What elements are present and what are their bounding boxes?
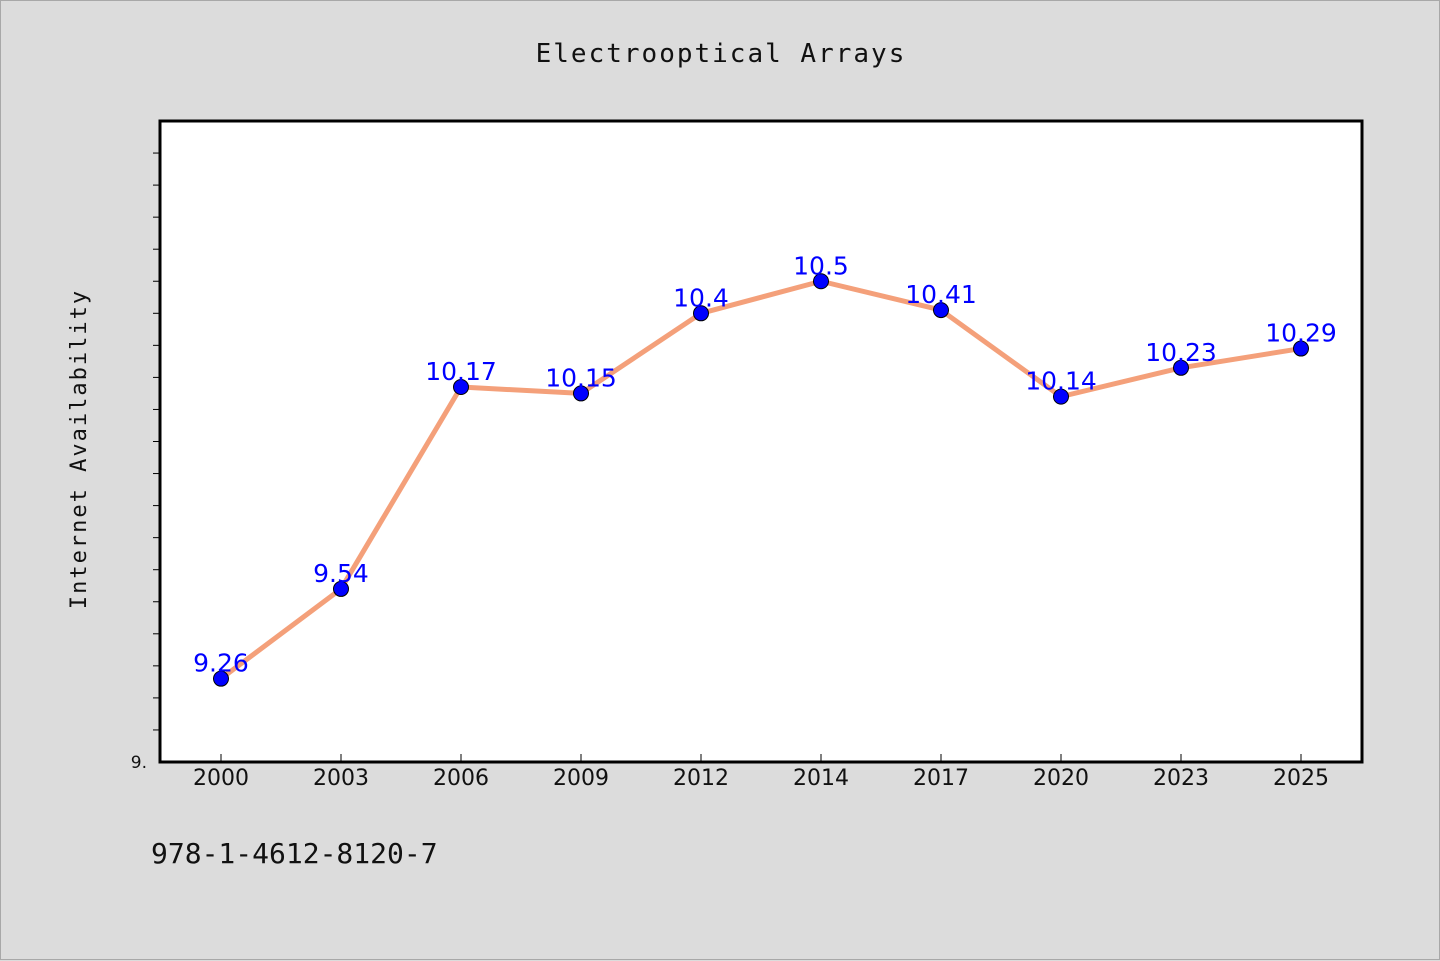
x-tick-label: 2006 — [433, 766, 489, 791]
data-label: 10.23 — [1145, 338, 1217, 367]
data-label: 10.29 — [1265, 319, 1337, 348]
data-label: 9.26 — [193, 649, 249, 678]
data-point — [453, 379, 469, 396]
data-point — [333, 580, 349, 597]
data-point — [1053, 388, 1069, 405]
y-axis-label: Internet Availability — [67, 289, 92, 609]
data-label: 10.41 — [905, 280, 977, 309]
x-tick-label: 2017 — [913, 766, 969, 791]
y-tick-label: 9. — [131, 753, 147, 773]
data-label: 10.17 — [425, 357, 497, 386]
data-point — [693, 305, 709, 322]
chart-title: Electrooptical Arrays — [536, 39, 907, 69]
x-tick-label: 2000 — [193, 766, 249, 791]
data-point — [1293, 340, 1309, 357]
series-line — [218, 278, 1304, 682]
x-tick-label: 2023 — [1153, 766, 1209, 791]
data-point — [213, 670, 229, 687]
x-tick-label: 2003 — [313, 766, 369, 791]
series-layer — [213, 273, 1309, 687]
y-axis-ticks: 9. — [131, 152, 160, 773]
x-tick-label: 2020 — [1033, 766, 1089, 791]
data-label: 10.15 — [545, 363, 617, 392]
x-axis-ticks: 2000 2003 2006 2009 2012 2014 2017 2020 2023 2025 — [193, 754, 1329, 791]
x-tick-label: 2025 — [1273, 766, 1329, 791]
data-label: 9.54 — [313, 559, 369, 588]
x-tick-label: 2014 — [793, 766, 849, 791]
data-point — [573, 385, 589, 402]
x-tick-label: 2012 — [673, 766, 729, 791]
isbn-text: 978-1-4612-8120-7 — [151, 837, 438, 870]
data-point — [813, 273, 829, 290]
data-point — [933, 302, 949, 319]
data-label: 10.4 — [673, 283, 729, 312]
plot-area — [158, 119, 1364, 764]
x-tick-label: 2009 — [553, 766, 609, 791]
data-labels-layer: 9.26 9.54 10.17 10.15 10.4 10.5 10.41 10.14 10.2… — [193, 251, 1337, 677]
data-label: 10.5 — [793, 251, 849, 280]
data-label: 10.14 — [1025, 367, 1097, 396]
data-point — [1173, 359, 1189, 376]
